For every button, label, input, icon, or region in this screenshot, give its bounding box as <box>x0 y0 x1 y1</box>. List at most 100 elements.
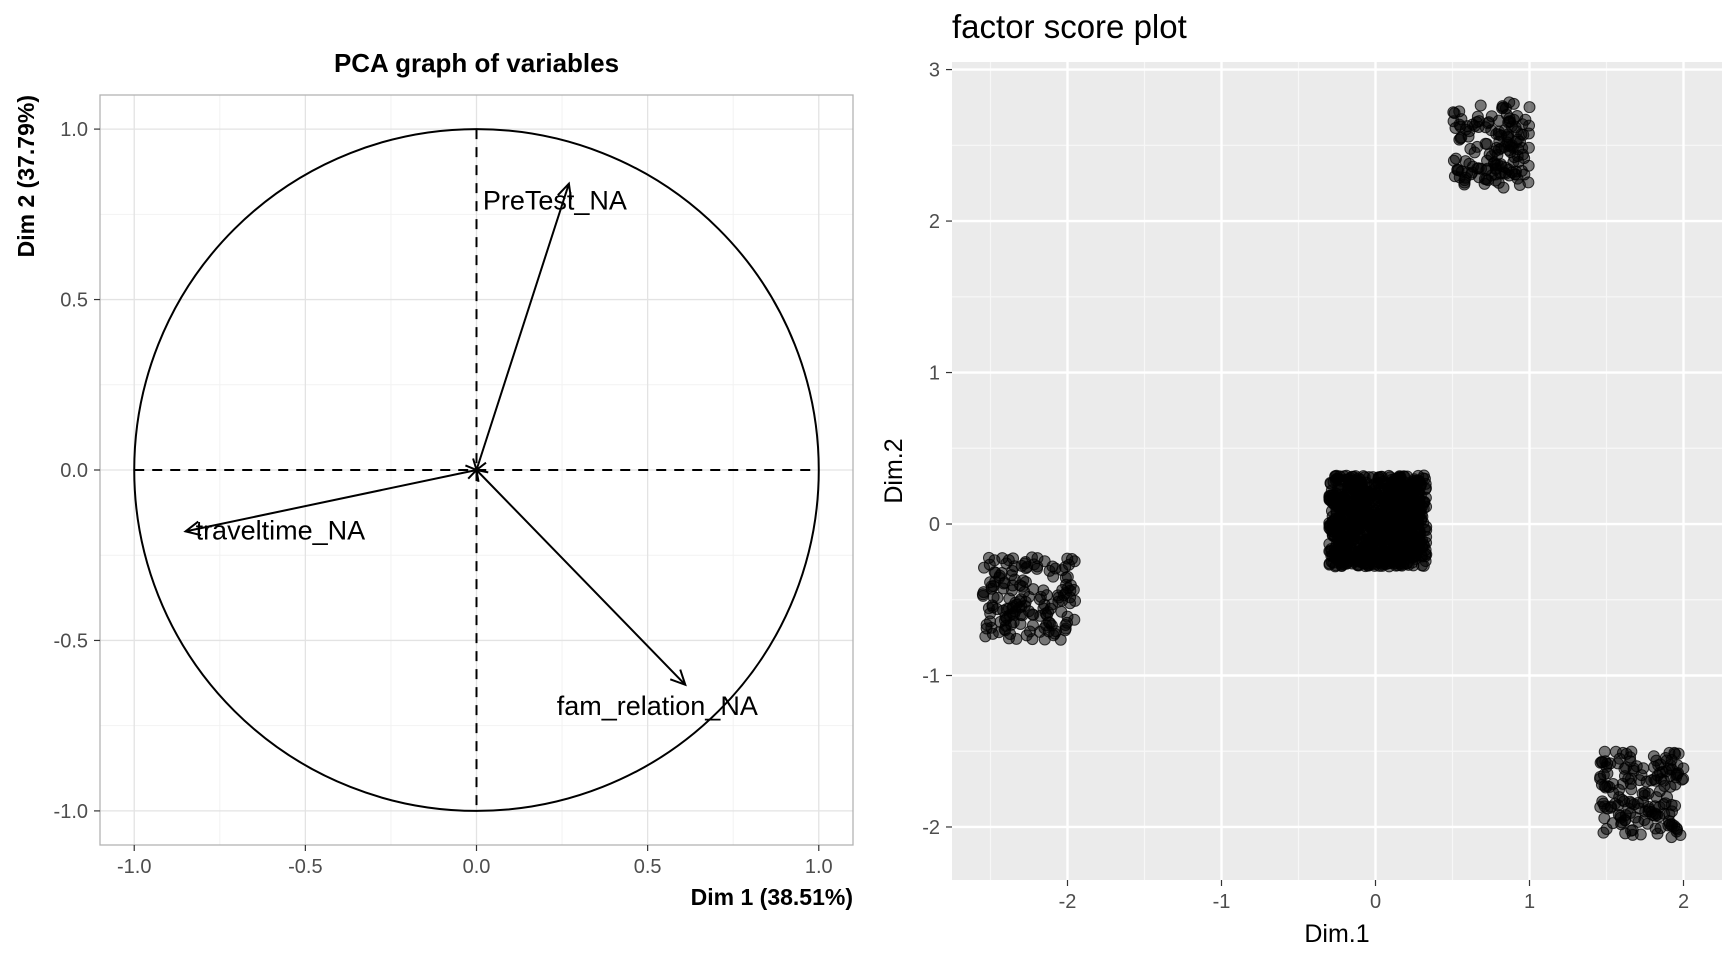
score-point <box>1660 754 1673 767</box>
arrow-pretest-na <box>475 183 570 471</box>
score-point <box>980 618 993 631</box>
score-point <box>1665 798 1678 811</box>
score-point <box>1391 559 1404 572</box>
y-tick-label: 0.5 <box>60 290 88 312</box>
score-point <box>1624 806 1637 819</box>
y-tick-label: 0 <box>929 514 940 536</box>
score-point <box>977 586 990 599</box>
y-tick-label: 2 <box>929 211 940 233</box>
score-point <box>1516 118 1529 131</box>
arrowhead-fam-relation-na <box>669 669 687 687</box>
score-point <box>1324 476 1337 489</box>
score-point <box>1394 474 1407 487</box>
y-tick-label: -1.0 <box>54 801 88 823</box>
score-point <box>1449 152 1462 165</box>
score-point <box>1373 557 1386 570</box>
score-point <box>1019 562 1032 575</box>
score-point <box>1672 747 1685 760</box>
score-cluster-1 <box>1323 469 1433 573</box>
score-point <box>1495 129 1508 142</box>
x-tick-label: 2 <box>1678 891 1689 913</box>
score-point <box>982 551 995 564</box>
score-point <box>1604 757 1617 770</box>
score-point <box>1595 778 1608 791</box>
score-point <box>1634 828 1647 841</box>
score-point <box>1403 546 1416 559</box>
score-point <box>1650 791 1663 804</box>
score-point <box>1362 537 1375 550</box>
score-point <box>978 561 991 574</box>
score-point <box>1598 800 1611 813</box>
score-point <box>1326 496 1339 509</box>
x-tick-label: 1 <box>1524 891 1535 913</box>
score-point <box>1333 529 1346 542</box>
score-point <box>1471 140 1484 153</box>
score-cluster-4 <box>1594 745 1690 844</box>
score-point <box>1405 480 1418 493</box>
x-tick-label: 0.0 <box>463 856 491 878</box>
score-point <box>1507 156 1520 169</box>
arrow-traveltime-na <box>185 469 477 533</box>
score-point <box>1369 512 1382 525</box>
score-point <box>1047 570 1060 583</box>
score-point <box>1014 579 1027 592</box>
score-point <box>1612 808 1625 821</box>
score-point <box>1474 99 1487 112</box>
score-point <box>1353 545 1366 558</box>
variable-label-fam-relation-na: fam_relation_NA <box>557 691 758 721</box>
y-tick-label: -0.5 <box>54 630 88 652</box>
score-point <box>1417 502 1430 515</box>
x-tick-label: 0.5 <box>634 856 662 878</box>
score-point <box>1665 831 1678 844</box>
score-point <box>1517 128 1530 141</box>
score-point <box>1349 520 1362 533</box>
score-point <box>1638 786 1651 799</box>
score-point <box>1346 470 1359 483</box>
right-chart-title: factor score plot <box>952 8 1187 45</box>
score-point <box>1325 549 1338 562</box>
x-tick-label: -0.5 <box>288 856 322 878</box>
score-point <box>1335 558 1348 571</box>
x-tick-label: -1.0 <box>117 856 151 878</box>
x-tick-label: -1 <box>1213 891 1231 913</box>
y-tick-label: 1.0 <box>60 119 88 141</box>
score-point <box>1406 518 1419 531</box>
score-point <box>1002 602 1015 615</box>
x-tick-label: 1.0 <box>805 856 833 878</box>
score-point <box>1625 745 1638 758</box>
score-point <box>1670 822 1683 835</box>
score-point <box>1492 176 1505 189</box>
score-cluster-3 <box>976 551 1082 646</box>
score-point <box>986 627 999 640</box>
score-point <box>1044 602 1057 615</box>
x-tick-label: -2 <box>1059 891 1077 913</box>
score-point <box>1660 765 1673 778</box>
variable-label-pretest-na: PreTest_NA <box>483 186 627 216</box>
score-point <box>1637 762 1650 775</box>
score-point <box>1461 166 1474 179</box>
score-point <box>1649 822 1662 835</box>
score-point <box>1642 800 1655 813</box>
factor-score-panel: -2 -1 0 1 2 -2 -1 0 1 2 3 factor score plot Dim.1 Dim… <box>880 8 1722 948</box>
score-point <box>1061 616 1074 629</box>
score-point <box>1055 605 1068 618</box>
score-point <box>1359 494 1372 507</box>
score-point <box>1013 595 1026 608</box>
score-point <box>1363 482 1376 495</box>
score-point <box>1020 629 1033 642</box>
score-point <box>1507 97 1520 110</box>
right-y-axis-title: Dim.2 <box>880 438 908 503</box>
score-point <box>1026 608 1039 621</box>
score-point <box>1405 536 1418 549</box>
score-point <box>1348 499 1361 512</box>
score-point <box>1064 579 1077 592</box>
pca-variables-panel: -1.0 -0.5 0.0 0.5 1.0 -1.0 -0.5 0.0 0.5 1.0 PreTes… <box>13 48 854 910</box>
score-point <box>1341 509 1354 522</box>
score-point <box>1448 107 1461 120</box>
score-point <box>1038 622 1051 635</box>
score-point <box>1522 141 1535 154</box>
score-point <box>1016 609 1029 622</box>
arrow-fam-relation-na <box>475 469 687 686</box>
